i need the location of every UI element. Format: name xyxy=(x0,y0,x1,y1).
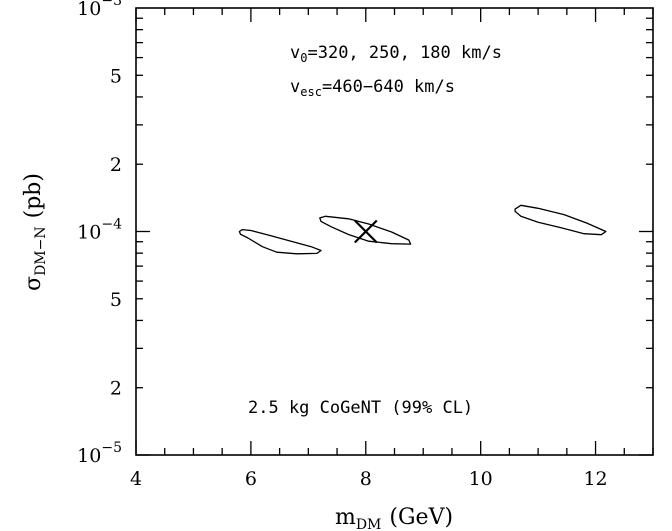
x-tick-label: 8 xyxy=(360,468,372,490)
contour-2 xyxy=(319,215,412,245)
x-ticks: 4 6 8 10 12 xyxy=(130,8,654,490)
y-tick-exponent: −4 xyxy=(101,217,122,233)
y-tick-label: 10−4 xyxy=(77,217,122,244)
x-tick-label: 6 xyxy=(245,468,257,490)
y-tick-exponent: −5 xyxy=(101,440,122,456)
y-tick-base: 10 xyxy=(77,0,101,20)
x-tick-label: 12 xyxy=(583,468,607,490)
y-tick-base: 10 xyxy=(77,445,101,467)
x-axis-label: mDM (GeV) xyxy=(335,505,453,531)
annotation-vesc: vesc=460−640 km/s xyxy=(290,77,455,99)
best-fit-marker xyxy=(353,219,378,244)
annotation-experiment: 2.5 kg CoGeNT (99% CL) xyxy=(248,398,473,418)
y-tick-base: 10 xyxy=(77,222,101,244)
y-tick-label: 10−5 xyxy=(77,440,122,467)
contour-1 xyxy=(238,228,322,255)
y-tick-label: 2 xyxy=(110,154,122,176)
contours xyxy=(238,204,607,255)
annotation-v0: v0=320, 250, 180 km/s xyxy=(290,43,502,65)
y-tick-label: 2 xyxy=(110,378,122,400)
best-fit-stroke xyxy=(353,219,378,244)
x-tick-label: 10 xyxy=(469,468,493,490)
y-tick-exponent: −3 xyxy=(101,0,122,9)
y-tick-label: 5 xyxy=(110,65,122,87)
y-axis-label: σDM−N(pb) xyxy=(21,173,49,291)
y-tick-label: 10−3 xyxy=(77,0,122,20)
contour-3 xyxy=(514,204,607,236)
y-tick-label: 5 xyxy=(110,289,122,311)
x-tick-label: 4 xyxy=(130,468,142,490)
